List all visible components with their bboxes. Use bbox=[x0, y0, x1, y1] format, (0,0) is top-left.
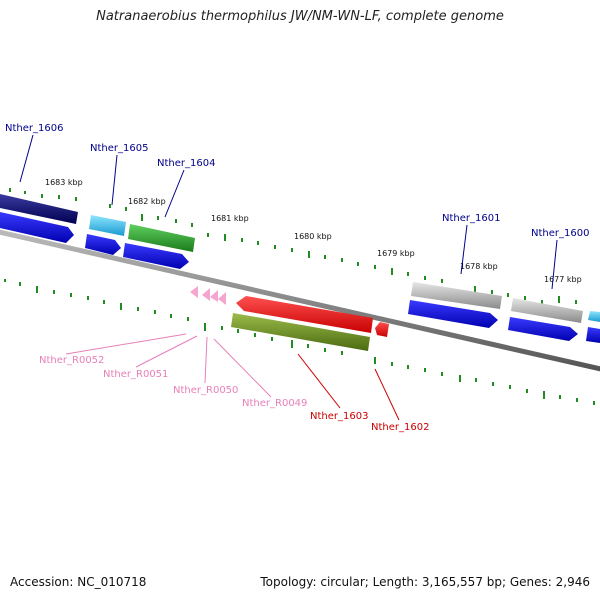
trna-nther-r0050[interactable] bbox=[210, 290, 218, 302]
label-nther-1603[interactable]: Nther_1603 bbox=[310, 411, 368, 422]
label-nther-r0052[interactable]: Nther_R0052 bbox=[39, 355, 104, 366]
trna-nther-r0049[interactable] bbox=[218, 292, 226, 305]
genome-summary-text: Topology: circular; Length: 3,165,557 bp… bbox=[260, 575, 590, 589]
gene-nther-1603-feature[interactable] bbox=[236, 296, 373, 333]
cds-arrow-1601[interactable] bbox=[408, 300, 498, 328]
trna-nther-r0052[interactable] bbox=[190, 286, 198, 298]
label-nther-1604[interactable]: Nther_1604 bbox=[157, 158, 215, 169]
label-leaders bbox=[19, 134, 558, 421]
label-nther-1601[interactable]: Nther_1601 bbox=[442, 213, 500, 224]
gene-nther-1602-feature[interactable] bbox=[375, 322, 389, 337]
gene-nther-1603-cog[interactable] bbox=[231, 313, 370, 351]
scale-label-1677: 1677 kbp bbox=[544, 275, 582, 284]
scale-label-1682: 1682 kbp bbox=[128, 197, 166, 206]
scale-label-1679: 1679 kbp bbox=[377, 249, 415, 258]
label-nther-r0051[interactable]: Nther_R0051 bbox=[103, 369, 168, 380]
scale-ticks-lower bbox=[4, 279, 595, 405]
trna-nther-r0051[interactable] bbox=[202, 288, 210, 301]
gene-nther-1601-feature[interactable] bbox=[411, 282, 502, 309]
label-nther-r0050[interactable]: Nther_R0050 bbox=[173, 385, 238, 396]
scale-label-1683: 1683 kbp bbox=[45, 178, 83, 187]
accession-text: Accession: NC_010718 bbox=[10, 575, 147, 589]
label-nther-1606[interactable]: Nther_1606 bbox=[5, 123, 63, 134]
label-nther-1602[interactable]: Nther_1602 bbox=[371, 422, 429, 433]
label-nther-1600[interactable]: Nther_1600 bbox=[531, 228, 589, 239]
scale-label-1678: 1678 kbp bbox=[460, 262, 498, 271]
cds-arrow-1604[interactable] bbox=[123, 243, 189, 269]
gene-nther-1604-feature[interactable] bbox=[128, 224, 195, 252]
scale-label-1680: 1680 kbp bbox=[294, 232, 332, 241]
gene-edge-feature[interactable] bbox=[588, 311, 600, 322]
cds-arrow-1605[interactable] bbox=[85, 234, 121, 255]
map-title: Natranaerobius thermophilus JW/NM-WN-LF,… bbox=[96, 9, 504, 24]
label-nther-1605[interactable]: Nther_1605 bbox=[90, 143, 148, 154]
genome-backbone bbox=[0, 229, 600, 372]
scale-ticks-upper bbox=[9, 188, 577, 304]
gene-nther-1600-feature[interactable] bbox=[511, 298, 583, 323]
cds-arrow-1600[interactable] bbox=[508, 317, 578, 341]
cds-arrow-1606[interactable] bbox=[0, 212, 74, 243]
gene-nther-1605-feature[interactable] bbox=[89, 215, 126, 236]
scale-label-1681: 1681 kbp bbox=[211, 214, 249, 223]
label-nther-r0049[interactable]: Nther_R0049 bbox=[242, 398, 307, 409]
cds-arrow-edge[interactable] bbox=[586, 327, 600, 343]
gene-nther-1606-feature[interactable] bbox=[0, 194, 78, 224]
